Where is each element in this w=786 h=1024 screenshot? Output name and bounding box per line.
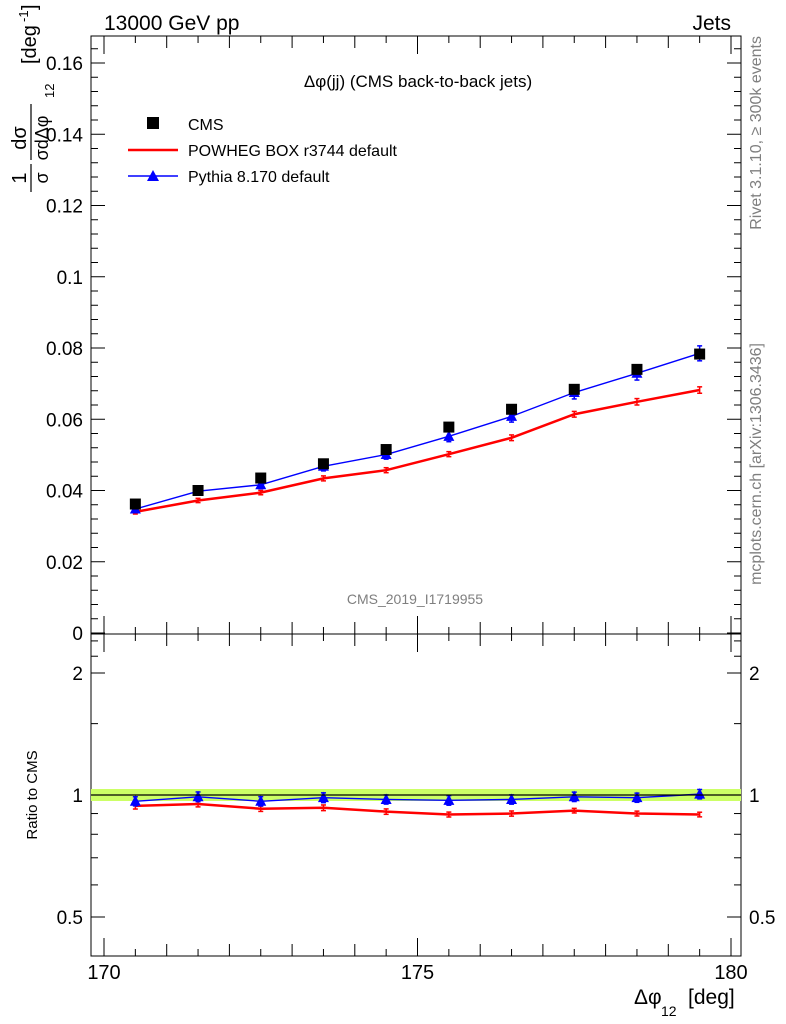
ratio-y-tick-label: 0.5 xyxy=(57,908,83,929)
top-y-tick-label: 0.12 xyxy=(46,197,83,218)
y-label-unit: [deg xyxy=(19,25,41,64)
y-label-one: 1 xyxy=(9,172,31,183)
ratio-y-axis-label: Ratio to CMS xyxy=(24,750,41,839)
category-label: Jets xyxy=(692,12,731,35)
data-point-pythia-8-170-default xyxy=(443,430,455,441)
top-y-tick-label: 0.06 xyxy=(46,410,83,431)
ratio-y-tick-label: 2 xyxy=(72,664,83,685)
ratio-point-pythia-8-170-default xyxy=(506,793,518,804)
data-point-pythia-8-170-default xyxy=(506,410,518,421)
series-line-pythia-8-170-default xyxy=(135,352,700,510)
y-label-unit-sup: -1 xyxy=(16,10,31,22)
data-point-cms xyxy=(568,383,580,395)
legend-label-pythia: Pythia 8.170 default xyxy=(188,169,330,186)
top-y-ticks: 0 0.02 0.04 0.06 0.08 0.1 0.12 0.14 0.16 xyxy=(46,48,741,645)
energy-label: 13000 GeV pp xyxy=(104,12,239,35)
mcplots-label: mcplots.cern.ch [arXiv:1306.3436] xyxy=(748,343,765,585)
data-point-cms xyxy=(129,498,141,510)
ratio-point-pythia-8-170-default xyxy=(380,793,392,804)
data-point-cms xyxy=(192,485,204,496)
data-point-cms xyxy=(506,403,518,415)
y-label-numerator: dσ xyxy=(9,126,31,150)
y-label-denominator: σdΔφ xyxy=(32,116,52,161)
top-y-tick-label: 0.1 xyxy=(57,268,83,289)
data-point-cms xyxy=(255,472,267,484)
ratio-y-ticks: 0.5 0.5 1 1 2 2 xyxy=(57,640,775,929)
y-label-unit-close: ] xyxy=(19,4,41,10)
top-y-tick-label: 0.02 xyxy=(46,553,83,574)
ratio-y-tick-label: 1 xyxy=(72,786,83,807)
x-label-symbol: Δφ xyxy=(634,986,662,1009)
x-tick-label: 175 xyxy=(401,962,434,984)
plot-title: Δφ(jj) (CMS back-to-back jets) xyxy=(304,72,532,91)
y-label-sigma: σ xyxy=(32,172,52,183)
series-line-powheg-box-r3744-default xyxy=(135,388,700,514)
ratio-point-pythia-8-170-default xyxy=(192,790,204,802)
y-label-denominator-sub: 12 xyxy=(42,84,57,98)
data-point-cms xyxy=(380,444,392,456)
ratio-line-pythia-8-170-default xyxy=(135,793,700,802)
data-point-cms xyxy=(631,363,643,375)
x-axis-label: Δφ 12 [deg] xyxy=(634,986,735,1019)
analysis-label: CMS_2019_I1719955 xyxy=(347,591,483,607)
ratio-point-pythia-8-170-default xyxy=(129,795,141,806)
top-y-tick-label: 0.08 xyxy=(46,339,83,360)
legend-marker-cms xyxy=(147,117,159,129)
legend-marker-pythia xyxy=(147,170,159,181)
rivet-version-label: Rivet 3.1.10, ≥ 300k events xyxy=(748,36,765,230)
top-series-group xyxy=(129,345,706,515)
x-ticks: 170 175 180 xyxy=(87,36,748,984)
ratio-y-tick-label-right: 2 xyxy=(749,664,760,685)
ratio-point-pythia-8-170-default xyxy=(317,791,329,803)
ratio-point-pythia-8-170-default xyxy=(694,788,706,799)
ratio-point-pythia-8-170-default xyxy=(631,791,643,803)
x-tick-label: 170 xyxy=(87,962,120,984)
top-y-tick-label: 0.14 xyxy=(46,125,83,146)
legend-label-powheg: POWHEG BOX r3744 default xyxy=(188,143,398,160)
ratio-series-group xyxy=(91,788,741,818)
ratio-y-tick-label-right: 0.5 xyxy=(749,908,775,929)
ratio-y-tick-label-right: 1 xyxy=(749,786,760,807)
data-point-pythia-8-170-default xyxy=(255,478,267,490)
ratio-point-pythia-8-170-default xyxy=(568,790,580,802)
data-point-cms xyxy=(443,421,455,433)
top-y-tick-label: 0.16 xyxy=(46,54,83,75)
x-tick-label: 180 xyxy=(714,962,747,984)
data-point-cms xyxy=(317,458,329,470)
top-y-axis-label: 1 dσ σ σdΔφ 12 [deg -1 ] xyxy=(9,4,57,192)
top-y-tick-label: 0.04 xyxy=(46,482,83,503)
x-label-sub: 12 xyxy=(661,1003,677,1019)
top-y-tick-label: 0 xyxy=(72,624,83,645)
ratio-point-pythia-8-170-default xyxy=(443,794,455,805)
legend: CMS POWHEG BOX r3744 default Pythia 8.17… xyxy=(128,117,398,186)
legend-label-cms: CMS xyxy=(188,117,224,134)
ratio-line-powheg-box-r3744-default xyxy=(135,802,700,816)
data-point-cms xyxy=(694,348,706,360)
x-label-unit: [deg] xyxy=(688,986,735,1009)
ratio-point-pythia-8-170-default xyxy=(255,795,267,806)
